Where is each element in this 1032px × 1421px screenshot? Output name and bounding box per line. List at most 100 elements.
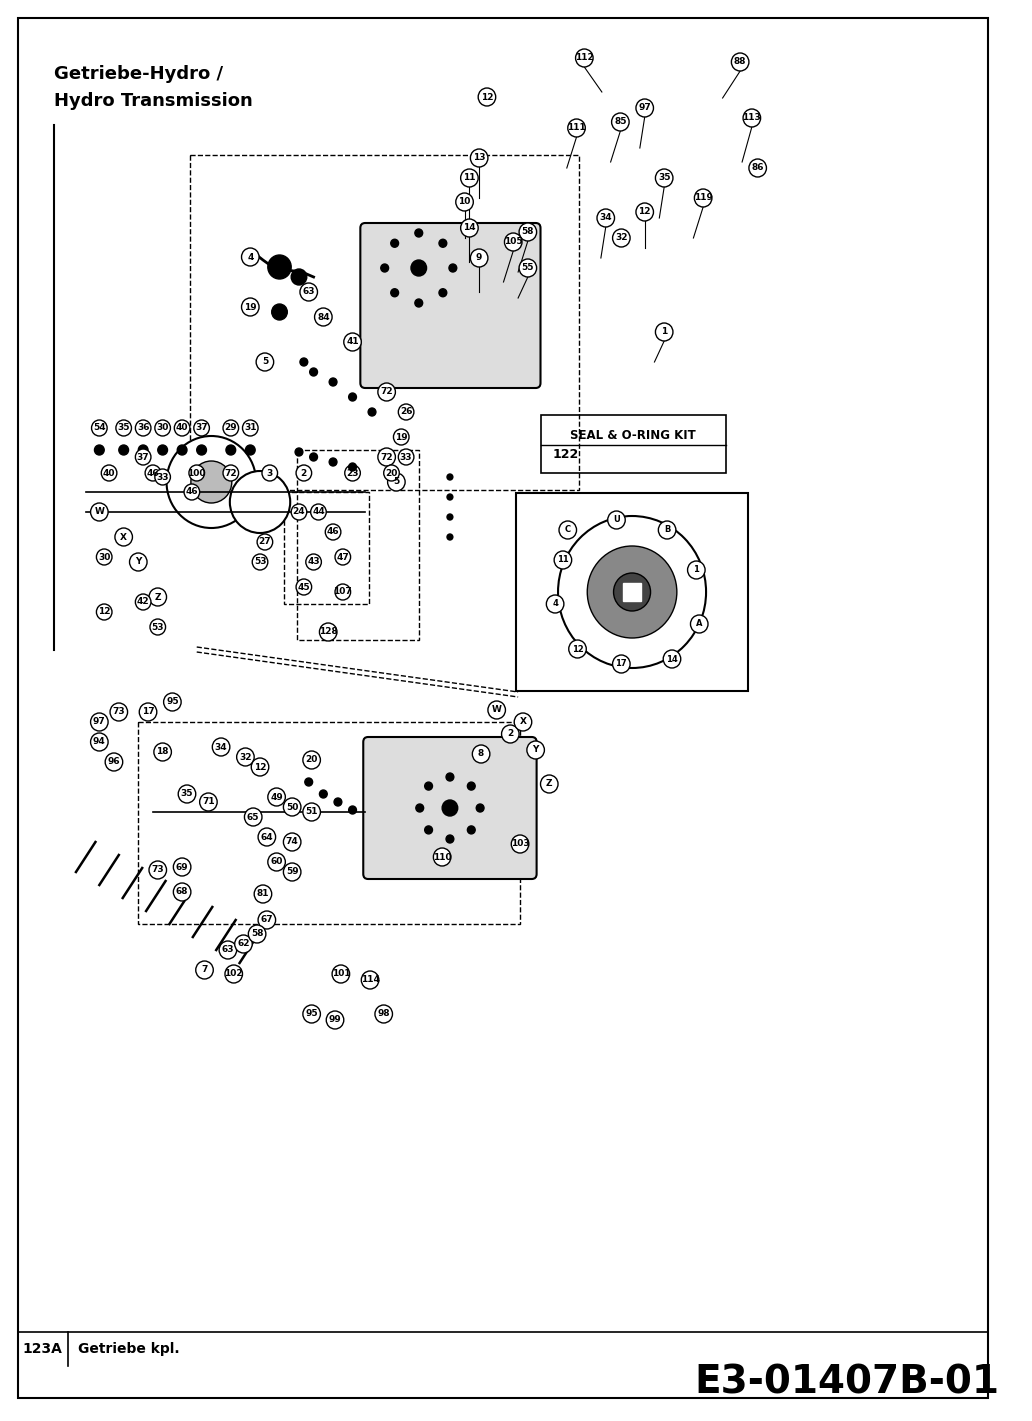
Circle shape [393, 429, 409, 445]
Text: 84: 84 [317, 313, 329, 321]
Text: C: C [565, 526, 571, 534]
Circle shape [310, 368, 318, 377]
Circle shape [473, 745, 490, 763]
Circle shape [416, 804, 424, 811]
FancyBboxPatch shape [363, 737, 537, 880]
Circle shape [119, 445, 129, 455]
Text: 88: 88 [734, 57, 746, 67]
Circle shape [252, 554, 268, 570]
Text: SEAL & O-RING KIT: SEAL & O-RING KIT [570, 429, 696, 442]
Circle shape [514, 713, 531, 730]
Circle shape [164, 693, 182, 710]
Circle shape [502, 725, 519, 743]
Text: 47: 47 [336, 553, 349, 561]
Text: 51: 51 [305, 807, 318, 817]
Text: 40: 40 [175, 423, 189, 432]
Circle shape [655, 323, 673, 341]
Circle shape [149, 588, 166, 605]
Circle shape [456, 193, 474, 210]
Circle shape [361, 971, 379, 989]
Circle shape [268, 254, 291, 279]
Circle shape [135, 594, 151, 610]
Text: 95: 95 [166, 698, 179, 706]
Text: 12: 12 [254, 763, 266, 772]
FancyBboxPatch shape [360, 223, 541, 388]
Circle shape [664, 649, 681, 668]
Text: 64: 64 [260, 833, 273, 841]
Circle shape [349, 394, 356, 401]
Text: 14: 14 [666, 655, 678, 664]
Text: W: W [94, 507, 104, 516]
Text: 32: 32 [239, 753, 252, 762]
Circle shape [226, 445, 235, 455]
Text: 41: 41 [346, 338, 359, 347]
Circle shape [732, 53, 749, 71]
Text: 72: 72 [381, 452, 393, 462]
Text: 113: 113 [742, 114, 762, 122]
Circle shape [174, 421, 190, 436]
Text: 35: 35 [658, 173, 671, 182]
Text: 35: 35 [181, 790, 193, 799]
Circle shape [546, 595, 563, 612]
Circle shape [245, 809, 262, 826]
Text: Getriebe-Hydro /: Getriebe-Hydro / [54, 65, 223, 82]
Circle shape [262, 465, 278, 480]
Text: 60: 60 [270, 857, 283, 867]
Text: Getriebe kpl.: Getriebe kpl. [77, 1341, 180, 1356]
Text: 46: 46 [147, 469, 159, 477]
Circle shape [173, 882, 191, 901]
Circle shape [300, 358, 308, 367]
Circle shape [223, 465, 238, 480]
Text: 44: 44 [312, 507, 325, 516]
Circle shape [213, 737, 230, 756]
Text: 107: 107 [333, 587, 352, 597]
Circle shape [179, 784, 196, 803]
Circle shape [246, 445, 255, 455]
Text: 81: 81 [257, 890, 269, 898]
Circle shape [447, 475, 453, 480]
Circle shape [230, 470, 290, 533]
Text: 58: 58 [251, 929, 263, 938]
Text: 71: 71 [202, 797, 215, 807]
Text: 122: 122 [552, 448, 579, 460]
Circle shape [254, 885, 271, 902]
Text: 17: 17 [615, 659, 627, 668]
Text: 37: 37 [195, 423, 207, 432]
Text: B: B [664, 526, 671, 534]
Circle shape [442, 800, 458, 816]
Text: 72: 72 [225, 469, 237, 477]
Circle shape [149, 861, 166, 880]
Text: 96: 96 [107, 757, 121, 766]
Circle shape [302, 1005, 320, 1023]
Circle shape [315, 308, 332, 325]
Circle shape [295, 448, 302, 456]
Text: Z: Z [155, 593, 161, 601]
Circle shape [449, 264, 457, 271]
Text: Y: Y [135, 557, 141, 567]
Circle shape [658, 522, 676, 539]
Circle shape [471, 149, 488, 168]
Circle shape [256, 352, 273, 371]
Text: 112: 112 [575, 54, 593, 63]
Text: 45: 45 [297, 583, 311, 591]
Circle shape [271, 304, 287, 320]
Circle shape [194, 421, 209, 436]
Circle shape [467, 826, 475, 834]
Text: 67: 67 [260, 915, 273, 925]
Circle shape [268, 853, 286, 871]
Text: 10: 10 [458, 198, 471, 206]
Text: 105: 105 [504, 237, 522, 246]
Circle shape [398, 449, 414, 465]
Text: 119: 119 [694, 193, 712, 203]
Circle shape [302, 752, 320, 769]
Circle shape [439, 288, 447, 297]
Circle shape [375, 1005, 392, 1023]
Circle shape [349, 806, 356, 814]
Circle shape [446, 836, 454, 843]
Circle shape [302, 803, 320, 821]
Text: 30: 30 [98, 553, 110, 561]
Text: 33: 33 [157, 473, 169, 482]
Circle shape [446, 773, 454, 782]
Circle shape [349, 463, 356, 470]
Circle shape [234, 935, 252, 953]
